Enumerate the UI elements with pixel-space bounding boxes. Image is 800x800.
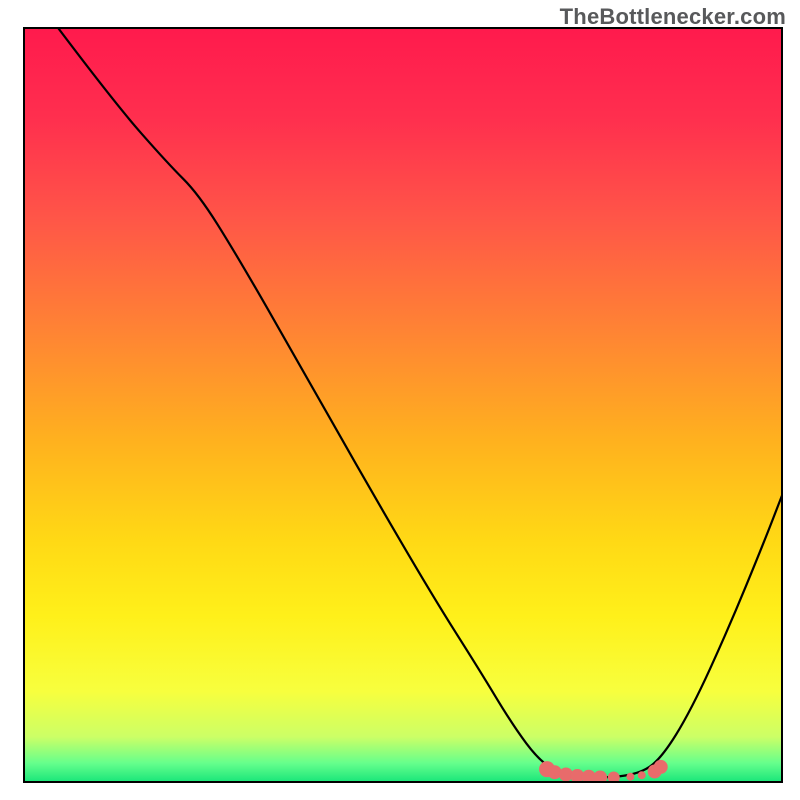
marker-dot <box>654 760 668 774</box>
gradient-background <box>24 28 782 782</box>
bottleneck-chart <box>0 0 800 800</box>
marker-dot <box>626 773 634 781</box>
marker-dot <box>638 771 646 779</box>
watermark-text: TheBottlenecker.com <box>560 4 786 30</box>
chart-container: TheBottlenecker.com <box>0 0 800 800</box>
